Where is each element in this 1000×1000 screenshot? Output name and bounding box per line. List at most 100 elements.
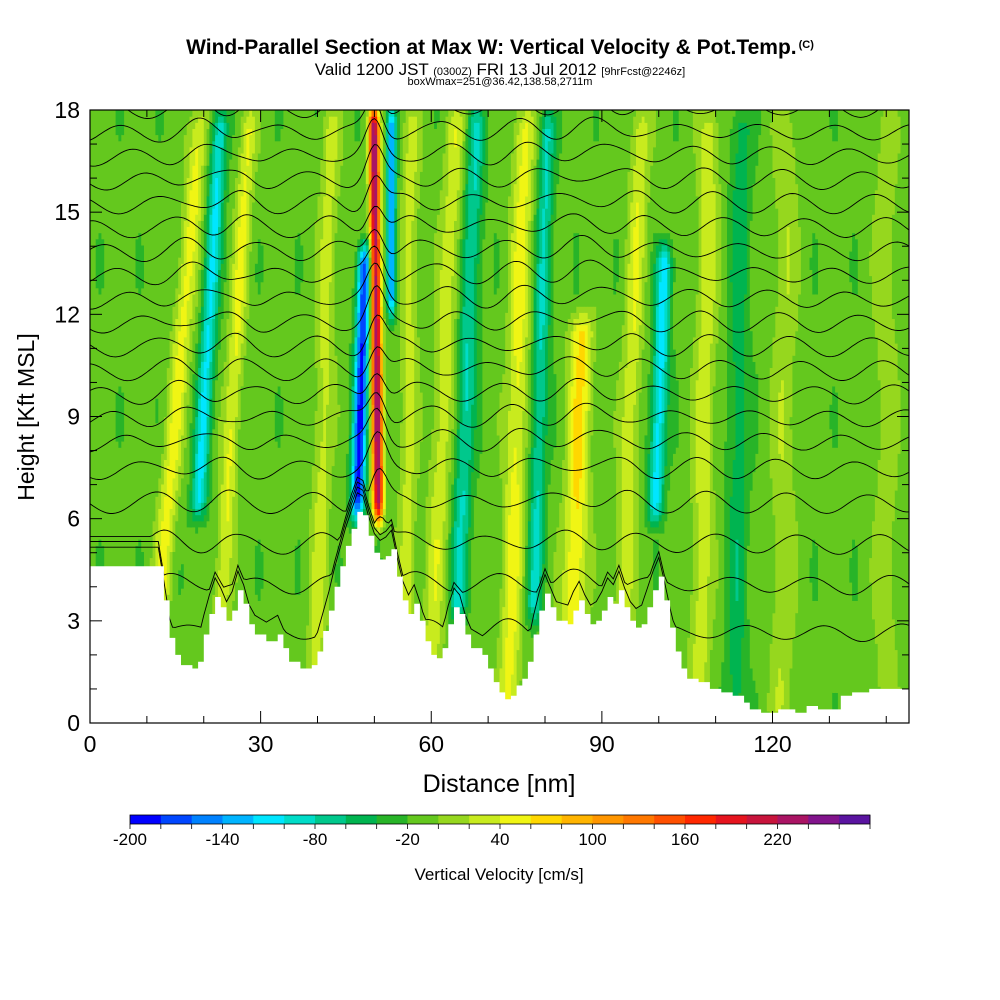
velocity-cell — [664, 232, 668, 240]
velocity-cell — [732, 189, 737, 362]
velocity-cell — [374, 110, 378, 117]
velocity-cell — [471, 471, 475, 540]
velocity-cell — [200, 477, 205, 503]
velocity-cell — [510, 110, 515, 154]
velocity-cell — [542, 208, 546, 326]
velocity-cell — [698, 110, 702, 338]
velocity-cell — [769, 477, 774, 644]
velocity-cell — [749, 667, 754, 723]
velocity-cell — [175, 490, 179, 522]
velocity-cell — [502, 110, 506, 375]
velocity-cell — [818, 110, 822, 723]
box-wmax-info: boxWmax=251@36.42,138.58,2711m — [407, 76, 593, 88]
velocity-cell — [667, 232, 671, 246]
velocity-cell — [516, 483, 520, 577]
velocity-cell — [536, 263, 540, 491]
velocity-cell — [800, 110, 805, 723]
velocity-cell — [792, 110, 796, 148]
velocity-cell — [857, 110, 862, 723]
velocity-cell — [257, 152, 262, 240]
velocity-cell — [835, 447, 839, 693]
velocity-cell — [354, 110, 358, 142]
velocity-cell — [539, 263, 543, 350]
velocity-cell — [419, 110, 424, 172]
velocity-cell — [189, 508, 193, 528]
velocity-cell — [183, 110, 188, 136]
velocity-cell — [240, 110, 245, 117]
velocity-cell — [670, 293, 674, 467]
velocity-cell — [872, 318, 876, 522]
velocity-cell — [300, 281, 304, 699]
velocity-cell — [277, 447, 282, 693]
velocity-cell — [252, 202, 256, 723]
velocity-cell — [715, 342, 719, 540]
velocity-cell — [414, 171, 418, 522]
velocity-cell — [525, 122, 529, 197]
velocity-cell — [451, 275, 455, 430]
velocity-cell — [624, 110, 628, 240]
velocity-cell — [761, 110, 765, 723]
velocity-cell — [98, 110, 102, 234]
velocity-cell — [650, 110, 654, 166]
velocity-cell — [675, 447, 680, 700]
velocity-cell — [655, 520, 660, 528]
velocity-cell — [382, 318, 387, 381]
velocity-cell — [778, 667, 782, 712]
velocity-cell — [476, 477, 481, 693]
velocity-cell — [240, 116, 245, 154]
velocity-cell — [584, 410, 589, 540]
velocity-cell — [786, 110, 791, 228]
velocity-cell — [508, 195, 512, 411]
velocity-cell — [616, 238, 620, 283]
velocity-cell — [391, 122, 395, 301]
velocity-cell — [835, 692, 839, 723]
velocity-cell — [448, 110, 452, 123]
velocity-cell — [658, 238, 663, 252]
velocity-cell — [380, 520, 384, 528]
velocity-cell — [408, 116, 412, 712]
velocity-cell — [229, 159, 233, 258]
velocity-cell — [584, 110, 589, 307]
velocity-cell — [536, 490, 540, 589]
velocity-cell — [590, 471, 594, 608]
velocity-cell — [229, 557, 233, 626]
velocity-cell — [897, 152, 901, 381]
velocity-cell — [235, 177, 239, 221]
velocity-cell — [650, 508, 654, 522]
velocity-cell — [388, 330, 392, 723]
velocity-cell — [877, 110, 882, 154]
velocity-cell — [812, 232, 816, 295]
velocity-cell — [163, 416, 168, 460]
velocity-cell — [101, 238, 105, 289]
velocity-cell — [195, 306, 199, 344]
velocity-cell — [735, 152, 739, 540]
velocity-cell — [365, 238, 370, 246]
velocity-cell — [141, 110, 145, 246]
velocity-cell — [655, 526, 660, 534]
velocity-cell — [664, 410, 668, 467]
velocity-cell — [368, 349, 373, 503]
velocity-cell — [570, 385, 574, 632]
velocity-cell — [365, 116, 370, 185]
velocity-cell — [334, 159, 338, 234]
velocity-cell — [377, 533, 381, 540]
velocity-cell — [377, 238, 381, 289]
velocity-cell — [638, 122, 643, 326]
velocity-cell — [527, 110, 532, 221]
theta-contour — [90, 431, 909, 480]
velocity-cell — [394, 116, 398, 209]
velocity-cell — [206, 453, 210, 497]
velocity-cell — [223, 122, 228, 136]
velocity-cell — [769, 367, 774, 479]
velocity-cell — [465, 342, 469, 411]
velocity-cell — [633, 110, 637, 117]
velocity-cell — [186, 226, 191, 301]
velocity-cell — [584, 306, 589, 313]
velocity-cell — [721, 110, 725, 663]
velocity-cell — [300, 110, 304, 246]
colorbar-swatch — [284, 815, 316, 824]
velocity-cell — [755, 692, 759, 723]
velocity-cell — [434, 232, 438, 473]
velocity-cell — [414, 520, 418, 626]
theta-contour — [90, 175, 909, 215]
